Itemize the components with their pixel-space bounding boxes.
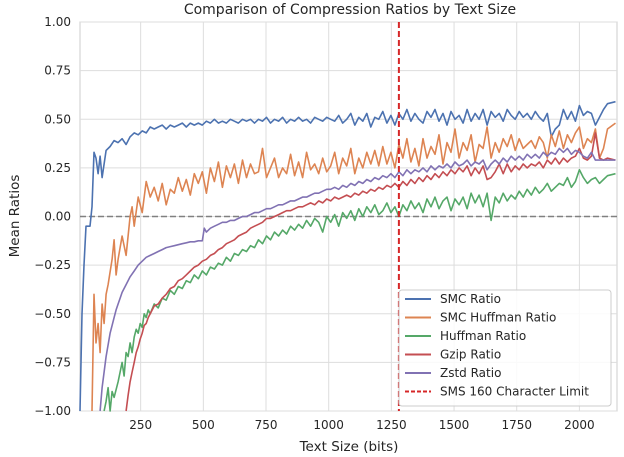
x-tick-label: 1500 (439, 418, 470, 432)
y-axis-title: Mean Ratios (7, 175, 23, 258)
chart-title: Comparison of Compression Ratios by Text… (184, 2, 516, 18)
y-tick-label: −1.00 (34, 404, 71, 418)
x-tick-label: 2000 (564, 418, 595, 432)
legend-label: SMC Ratio (440, 292, 501, 306)
legend-label: Gzip Ratio (440, 348, 501, 362)
y-tick-label: −0.50 (34, 307, 71, 321)
legend-label: Huffman Ratio (440, 329, 526, 343)
x-tick-label: 750 (255, 418, 278, 432)
x-tick-label: 1000 (313, 418, 344, 432)
x-axis-title: Text Size (bits) (299, 439, 399, 455)
y-tick-label: 0.00 (44, 210, 71, 224)
x-tick-label: 1250 (376, 418, 407, 432)
x-tick-label: 500 (192, 418, 215, 432)
y-tick-label: 0.75 (44, 64, 71, 78)
series-line-1 (91, 122, 616, 412)
series-line-0 (79, 100, 616, 412)
legend-label: Zstd Ratio (440, 366, 501, 380)
series-line-3 (125, 132, 616, 412)
x-tick-label: 250 (129, 418, 152, 432)
x-tick-label: 1750 (501, 418, 532, 432)
y-axis-ticks: −1.00 −0.75 −0.50 −0.25 0.00 0.25 0.50 0.75 1.00 (34, 15, 71, 418)
series-lines (79, 22, 616, 412)
legend-label: SMS 160 Character Limit (440, 385, 589, 399)
series-line-4 (99, 147, 616, 412)
y-tick-label: 1.00 (44, 15, 71, 29)
y-tick-label: 0.50 (44, 112, 71, 126)
y-tick-label: −0.25 (34, 258, 71, 272)
legend-label: SMC Huffman Ratio (440, 311, 556, 325)
x-axis-ticks: 250 500 750 1000 1250 1500 1750 2000 (129, 418, 594, 432)
y-tick-label: −0.75 (34, 355, 71, 369)
legend: SMC Ratio SMC Huffman Ratio Huffman Ratio G… (398, 289, 612, 407)
y-tick-label: 0.25 (44, 161, 71, 175)
legend-box (398, 289, 612, 407)
